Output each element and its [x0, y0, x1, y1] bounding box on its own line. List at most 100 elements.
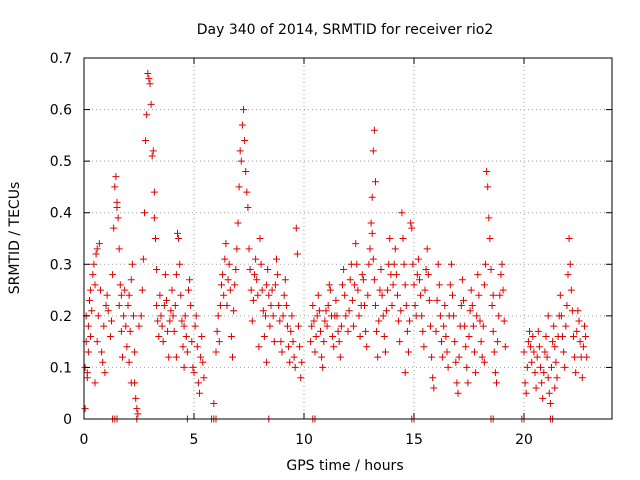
data-point — [410, 281, 418, 289]
data-point — [480, 358, 488, 366]
y-tick-label: 0.7 — [50, 51, 72, 67]
data-point — [566, 260, 574, 268]
data-point — [334, 327, 342, 335]
data-point — [453, 379, 461, 387]
data-point — [570, 332, 577, 340]
data-point — [99, 358, 107, 366]
data-point — [462, 343, 470, 351]
data-point — [401, 281, 409, 289]
data-point — [104, 307, 112, 315]
data-point — [169, 312, 177, 320]
data-point — [359, 276, 367, 284]
data-point — [321, 317, 329, 325]
data-point — [238, 121, 246, 129]
data-point — [232, 265, 240, 273]
data-point — [531, 369, 539, 377]
data-point — [93, 338, 101, 346]
data-point — [174, 229, 181, 237]
data-point — [324, 302, 332, 310]
data-point — [402, 302, 410, 310]
data-point — [194, 379, 202, 387]
data-point — [339, 281, 346, 289]
data-point — [474, 271, 482, 279]
data-point — [222, 240, 230, 248]
data-point — [530, 348, 538, 356]
y-tick-label: 0.1 — [50, 360, 72, 376]
data-point — [528, 358, 536, 366]
data-point — [467, 286, 475, 294]
data-point — [200, 374, 208, 382]
data-point — [273, 255, 280, 263]
data-point — [94, 312, 102, 320]
data-point — [399, 235, 407, 242]
data-point — [457, 302, 465, 310]
data-point — [264, 265, 272, 273]
data-point — [185, 286, 192, 294]
data-point — [177, 291, 185, 299]
data-point — [350, 322, 357, 330]
data-point — [424, 271, 432, 279]
data-point — [119, 353, 126, 361]
data-point — [92, 250, 100, 258]
data-point — [537, 363, 544, 371]
data-point — [450, 312, 458, 320]
data-point — [545, 389, 553, 397]
data-point — [123, 343, 131, 351]
data-point — [356, 332, 364, 340]
data-point — [254, 291, 262, 299]
data-point — [455, 353, 463, 361]
data-point — [497, 271, 505, 279]
data-point — [220, 291, 228, 299]
data-point — [573, 327, 581, 335]
data-point — [262, 312, 269, 320]
data-point — [406, 317, 414, 325]
data-point — [134, 410, 142, 418]
data-point — [351, 281, 359, 289]
data-point — [330, 343, 338, 351]
data-point — [551, 343, 559, 351]
data-point — [170, 327, 178, 335]
data-point — [318, 353, 326, 361]
data-point — [291, 363, 299, 371]
data-point — [411, 302, 419, 310]
data-point — [267, 302, 275, 310]
data-point — [368, 229, 376, 237]
data-point — [548, 363, 555, 371]
data-point — [421, 286, 429, 294]
data-point — [237, 157, 245, 165]
data-point — [243, 188, 251, 196]
data-point — [114, 214, 122, 222]
data-point — [109, 271, 117, 279]
y-tick-label: 0 — [63, 412, 72, 428]
y-tick-label: 0.2 — [50, 309, 72, 325]
data-point — [219, 271, 227, 279]
data-point — [524, 338, 532, 346]
data-point — [469, 322, 477, 330]
data-point — [163, 296, 170, 304]
data-point — [378, 291, 386, 299]
axis-ticks — [83, 57, 612, 420]
data-point — [582, 332, 590, 340]
data-point — [159, 338, 167, 346]
data-point — [436, 312, 444, 320]
data-point — [414, 255, 422, 263]
data-point — [198, 332, 206, 340]
data-point — [461, 322, 469, 330]
data-point — [181, 312, 189, 320]
data-point — [215, 338, 223, 346]
data-point — [133, 405, 141, 413]
data-point — [340, 265, 348, 273]
data-point — [168, 286, 176, 294]
data-point — [290, 353, 298, 361]
data-point — [102, 302, 110, 310]
data-point — [429, 374, 437, 382]
data-point — [543, 353, 551, 361]
data-point — [495, 312, 503, 320]
data-point — [101, 369, 109, 377]
data-point — [121, 286, 129, 294]
data-point — [361, 302, 368, 310]
data-point — [484, 183, 492, 191]
data-point — [152, 235, 159, 242]
data-point — [224, 276, 232, 284]
y-axis-label: SRMTID / TECUs — [7, 182, 23, 295]
